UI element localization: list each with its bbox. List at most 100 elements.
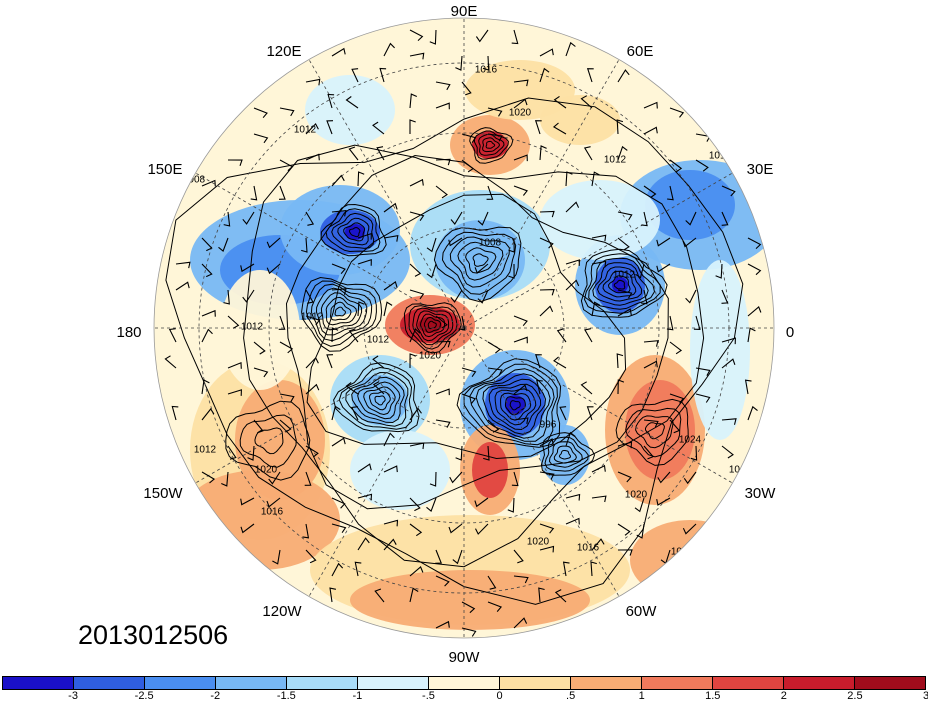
wind-barb: [656, 237, 671, 247]
wind-barb: [329, 587, 337, 603]
wind-barb: [305, 356, 319, 369]
wind-barb: [461, 627, 477, 637]
wind-barb: [458, 315, 466, 331]
wind-barbs: [164, 29, 762, 637]
isobar: [607, 275, 631, 294]
wind-barb: [554, 589, 567, 603]
meridian-line: [463, 59, 620, 329]
isobar: [472, 253, 489, 267]
isobar: [345, 371, 409, 427]
wind-barb: [331, 47, 346, 57]
wind-barb: [435, 102, 450, 110]
isobar: [485, 140, 496, 149]
wind-barb: [586, 406, 594, 421]
longitude-label-0: 0: [786, 324, 794, 341]
wind-barb: [565, 431, 576, 447]
isobar: [588, 257, 656, 310]
wind-barb: [486, 185, 494, 200]
wind-barb: [429, 471, 437, 487]
wind-barb: [348, 146, 359, 161]
wind-barb: [409, 211, 425, 222]
wind-barb: [640, 289, 648, 305]
colorbar-swatch: [287, 677, 358, 689]
wind-barb: [279, 159, 294, 172]
wind-barb: [253, 107, 268, 119]
isobar: [645, 422, 665, 440]
wind-barb: [669, 419, 681, 434]
wind-barb: [449, 471, 463, 484]
wind-barb: [227, 445, 237, 460]
isobar: [305, 280, 377, 347]
wind-barb: [372, 381, 385, 395]
wind-barb: [565, 171, 573, 187]
wind-barb: [477, 289, 489, 304]
wind-barb: [409, 565, 424, 577]
wind-barb: [383, 465, 398, 473]
wind-barb: [409, 497, 421, 512]
isobar: [433, 226, 522, 303]
colorbar-swatch: [74, 677, 145, 689]
wind-barb: [513, 549, 524, 564]
wind-barb: [326, 120, 334, 135]
longitude-label-30e: 30E: [747, 161, 774, 178]
wind-barb: [666, 315, 674, 331]
anomaly-region: [690, 260, 750, 440]
isobar: [338, 366, 413, 430]
wind-barb: [591, 260, 607, 268]
colorbar-tick-label: 1.5: [705, 690, 721, 702]
wind-barb: [253, 419, 264, 434]
wind-barb: [539, 210, 555, 218]
wind-barb: [721, 418, 737, 425]
isobar: [357, 381, 401, 420]
wind-barb: [643, 126, 658, 135]
wind-barb: [695, 393, 711, 403]
anomaly-region: [625, 380, 695, 480]
wind-barb: [379, 67, 387, 83]
longitude-label-60w: 60W: [626, 603, 658, 620]
meridian-line: [463, 327, 620, 597]
pressure-contours: [165, 97, 744, 605]
colorbar-labels: -3 -2.5 -2 -1.5 -1 -.5 0 .5 1 1.5 2 2.5 3: [2, 690, 928, 702]
colorbar: [2, 676, 926, 690]
wind-barb: [268, 471, 281, 485]
isobar: [500, 392, 532, 421]
wind-barb: [372, 121, 385, 135]
wind-barb: [461, 81, 472, 96]
wind-barb: [539, 471, 555, 480]
wind-barb: [617, 237, 630, 251]
contour-label: 1012: [294, 125, 317, 136]
wind-barb: [354, 561, 362, 577]
wind-barb: [617, 289, 633, 299]
anomaly-region: [435, 220, 525, 300]
wind-barb: [331, 327, 339, 343]
isobar: [457, 241, 504, 281]
isobar: [580, 248, 668, 318]
longitude-labels: 90E 60E 30E 0 30W 60W 90W 120W 150W 180 150E 120E: [116, 3, 794, 666]
wind-barb: [487, 575, 497, 590]
wind-barb: [448, 523, 463, 534]
longitude-label-90e: 90E: [451, 3, 478, 20]
wind-barb: [487, 419, 500, 433]
anomaly-region: [350, 430, 450, 510]
anomaly-region: [220, 270, 300, 390]
anomaly-region: [540, 95, 620, 145]
wind-barb: [435, 419, 451, 428]
wind-barb: [348, 328, 359, 343]
contour-label: 1016: [475, 65, 498, 76]
wind-barb: [565, 517, 580, 525]
wind-barb: [535, 354, 542, 369]
anomaly-region: [505, 395, 525, 415]
wind-barb: [409, 328, 421, 343]
isobar: [334, 306, 347, 317]
wind-barb: [617, 69, 630, 83]
wind-barb: [326, 354, 334, 369]
wind-barb: [409, 442, 425, 450]
wind-barb: [584, 328, 593, 343]
isobar: [478, 133, 505, 156]
contour-label: 1020: [509, 108, 532, 119]
wind-barb: [227, 315, 240, 329]
wind-barb: [376, 146, 385, 161]
contour-label: 1020: [255, 465, 278, 476]
wind-barb: [409, 119, 416, 134]
wind-barb: [617, 145, 628, 161]
